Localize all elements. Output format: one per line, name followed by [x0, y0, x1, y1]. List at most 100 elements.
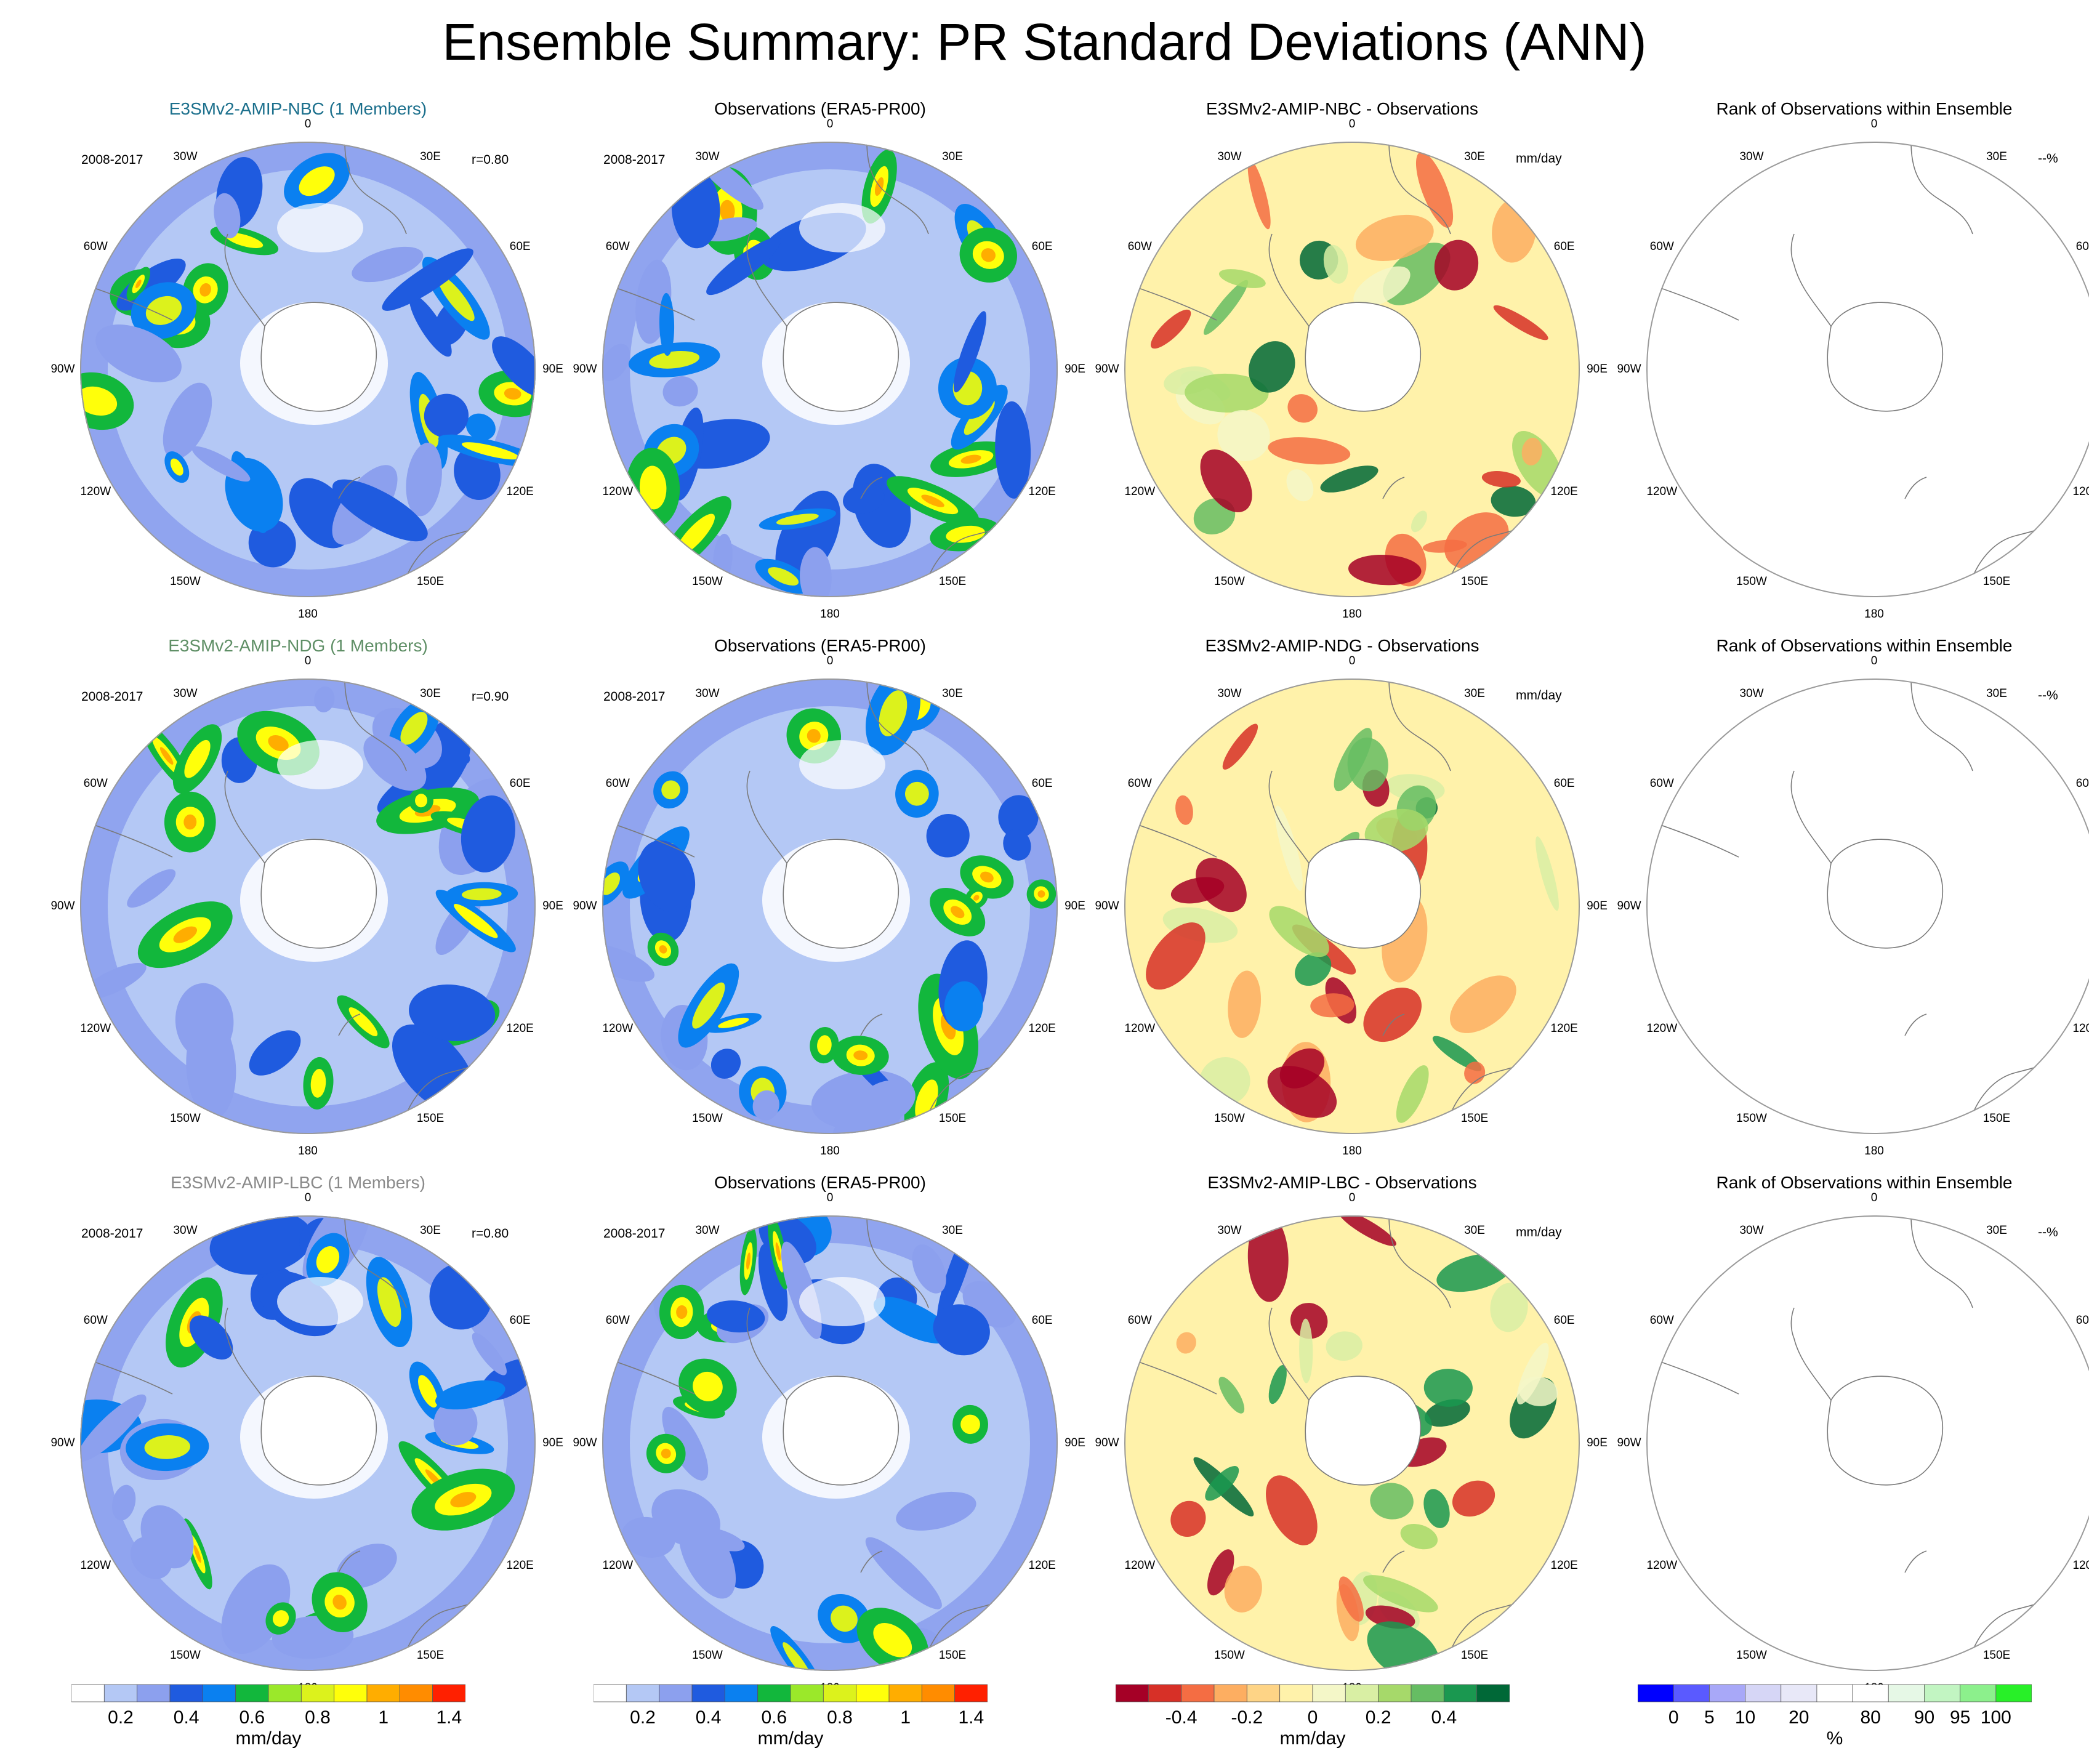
colorbar-tick-label: 20	[1789, 1707, 1809, 1728]
panel-diff-row2: E3SMv2-AMIP-NDG - Observations mm/day 0 30E…	[1081, 635, 1607, 1171]
longitude-label: 30E	[942, 1224, 963, 1238]
longitude-label: 150E	[1982, 1111, 2011, 1125]
colorbar-tick-label: 0.8	[305, 1707, 331, 1728]
longitude-label: 90E	[542, 900, 563, 912]
longitude-label: 120W	[602, 485, 634, 498]
longitude-label: 90E	[1065, 900, 1085, 912]
colorbar-swatch	[1745, 1684, 1782, 1702]
longitude-label: 60E	[1553, 1314, 1575, 1327]
period-label: 2008-2017	[81, 1226, 143, 1241]
longitude-label: 30W	[695, 1224, 720, 1238]
colorbar-swatch	[1995, 1684, 2032, 1702]
colorbar-tick-label: 1.4	[436, 1707, 462, 1728]
longitude-label: 90W	[50, 900, 75, 912]
colorbar-swatch	[334, 1684, 368, 1702]
longitude-label: 120E	[506, 1022, 534, 1035]
colorbar-unit: mm/day	[1279, 1728, 1346, 1749]
colorbar-tick-label: 0.2	[1365, 1707, 1391, 1728]
longitude-label: 90W	[1617, 1436, 1641, 1449]
colorbar-swatch	[169, 1684, 203, 1702]
longitude-label: 90E	[1065, 363, 1085, 376]
colorbar-swatches	[1116, 1684, 1510, 1702]
longitude-label: 60W	[1649, 240, 1674, 253]
colorbar-swatch	[300, 1684, 335, 1702]
period-label: 2008-2017	[81, 690, 143, 704]
longitude-label: 30E	[942, 687, 963, 701]
correlation-label: r=0.80	[472, 153, 509, 167]
longitude-label: 90W	[50, 1436, 75, 1449]
longitude-label: 60W	[83, 1314, 108, 1327]
colorbar-swatch	[1116, 1684, 1149, 1702]
panel-obs-row2: Observations (ERA5-PR00) 2008-2017 0 30E 60E…	[559, 635, 1085, 1171]
longitude-label: 60W	[83, 240, 108, 253]
polar-map	[1124, 679, 1580, 1134]
longitude-label: 0	[304, 1191, 312, 1204]
colorbar-tick-label: 10	[1734, 1707, 1756, 1728]
colorbar-swatch	[626, 1684, 660, 1702]
longitude-label: 120W	[602, 1022, 634, 1035]
colorbar-swatch	[432, 1684, 465, 1702]
longitude-label: 30W	[1739, 150, 1764, 164]
longitude-label: 60W	[83, 777, 108, 790]
unit-label: --%	[2038, 688, 2058, 703]
longitude-label: 60W	[605, 777, 630, 790]
longitude-label: 150E	[416, 1111, 445, 1125]
panel-obs-row3: Observations (ERA5-PR00) 2008-2017 0 30E 60E…	[559, 1172, 1085, 1708]
longitude-label: 120W	[80, 485, 111, 498]
colorbar-tick-label: 1	[378, 1707, 388, 1728]
colorbar-tick-label: 0	[1307, 1707, 1318, 1728]
longitude-label: 120W	[80, 1022, 111, 1035]
longitude-label: 120W	[602, 1559, 634, 1572]
panel-title: Observations (ERA5-PR00)	[714, 99, 926, 118]
colorbar-tick-label: 0.8	[827, 1707, 853, 1728]
polar-map	[1124, 142, 1580, 597]
longitude-label: 150W	[1214, 1648, 1245, 1662]
longitude-label: 120E	[1550, 1559, 1578, 1572]
panel-rank-row1: Rank of Observations within Ensemble --% 0…	[1603, 99, 2089, 634]
longitude-label: 0	[304, 654, 312, 667]
panel-title: E3SMv2-AMIP-NBC - Observations	[1206, 99, 1478, 118]
panel-title: Rank of Observations within Ensemble	[1716, 1173, 2013, 1192]
longitude-label: 30W	[1217, 150, 1242, 164]
longitude-label: 60E	[2075, 1314, 2089, 1327]
longitude-label: 150W	[1736, 574, 1767, 588]
longitude-label: 150W	[170, 1648, 201, 1662]
longitude-label: 90W	[1617, 900, 1641, 912]
colorbar-swatch	[1709, 1684, 1745, 1702]
longitude-label: 150E	[416, 1648, 445, 1662]
panel-model-row2: E3SMv2-AMIP-NDG (1 Members) 2008-2017 r=0.…	[37, 635, 563, 1171]
polar-map	[1646, 142, 2089, 597]
longitude-label: 0	[826, 1191, 834, 1204]
longitude-label: 120W	[1124, 1559, 1156, 1572]
longitude-label: 30E	[1464, 1224, 1485, 1238]
polar-map	[602, 1215, 1058, 1671]
colorbar-swatch	[1638, 1684, 1674, 1702]
longitude-label: 120W	[1646, 1022, 1678, 1035]
longitude-label: 30W	[1739, 687, 1764, 701]
colorbar-tick-label: 80	[1860, 1707, 1881, 1728]
panel-title: Rank of Observations within Ensemble	[1716, 636, 2013, 655]
polar-map	[80, 1215, 536, 1671]
colorbar-swatch	[1148, 1684, 1182, 1702]
colorbar-swatch	[71, 1684, 105, 1702]
colorbar-swatches	[71, 1684, 465, 1702]
longitude-label: 30E	[420, 150, 441, 164]
longitude-label: 150W	[1214, 1111, 1245, 1125]
colorbar: 0.2 0.4 0.6 0.8 1 1.4 mm/day	[71, 1684, 465, 1764]
longitude-label: 30E	[942, 150, 963, 164]
longitude-label: 120W	[1124, 485, 1156, 498]
period-label: 2008-2017	[603, 690, 666, 704]
colorbar-swatch	[724, 1684, 759, 1702]
longitude-label: 30W	[695, 150, 720, 164]
longitude-label: 120E	[2072, 1022, 2089, 1035]
longitude-label: 0	[1348, 1191, 1356, 1204]
colorbar-swatch	[1476, 1684, 1510, 1702]
panel-diff-row1: E3SMv2-AMIP-NBC - Observations mm/day 0 30E…	[1081, 99, 1607, 634]
longitude-label: 90W	[1095, 363, 1119, 376]
longitude-label: 60W	[1649, 1314, 1674, 1327]
panel-rank-row2: Rank of Observations within Ensemble --% 0…	[1603, 635, 2089, 1171]
colorbar-unit: %	[1826, 1728, 1843, 1749]
colorbar: -0.4 -0.2 0 0.2 0.4 mm/day	[1116, 1684, 1510, 1764]
colorbar-unit: mm/day	[235, 1728, 302, 1749]
longitude-label: 60E	[2075, 777, 2089, 790]
